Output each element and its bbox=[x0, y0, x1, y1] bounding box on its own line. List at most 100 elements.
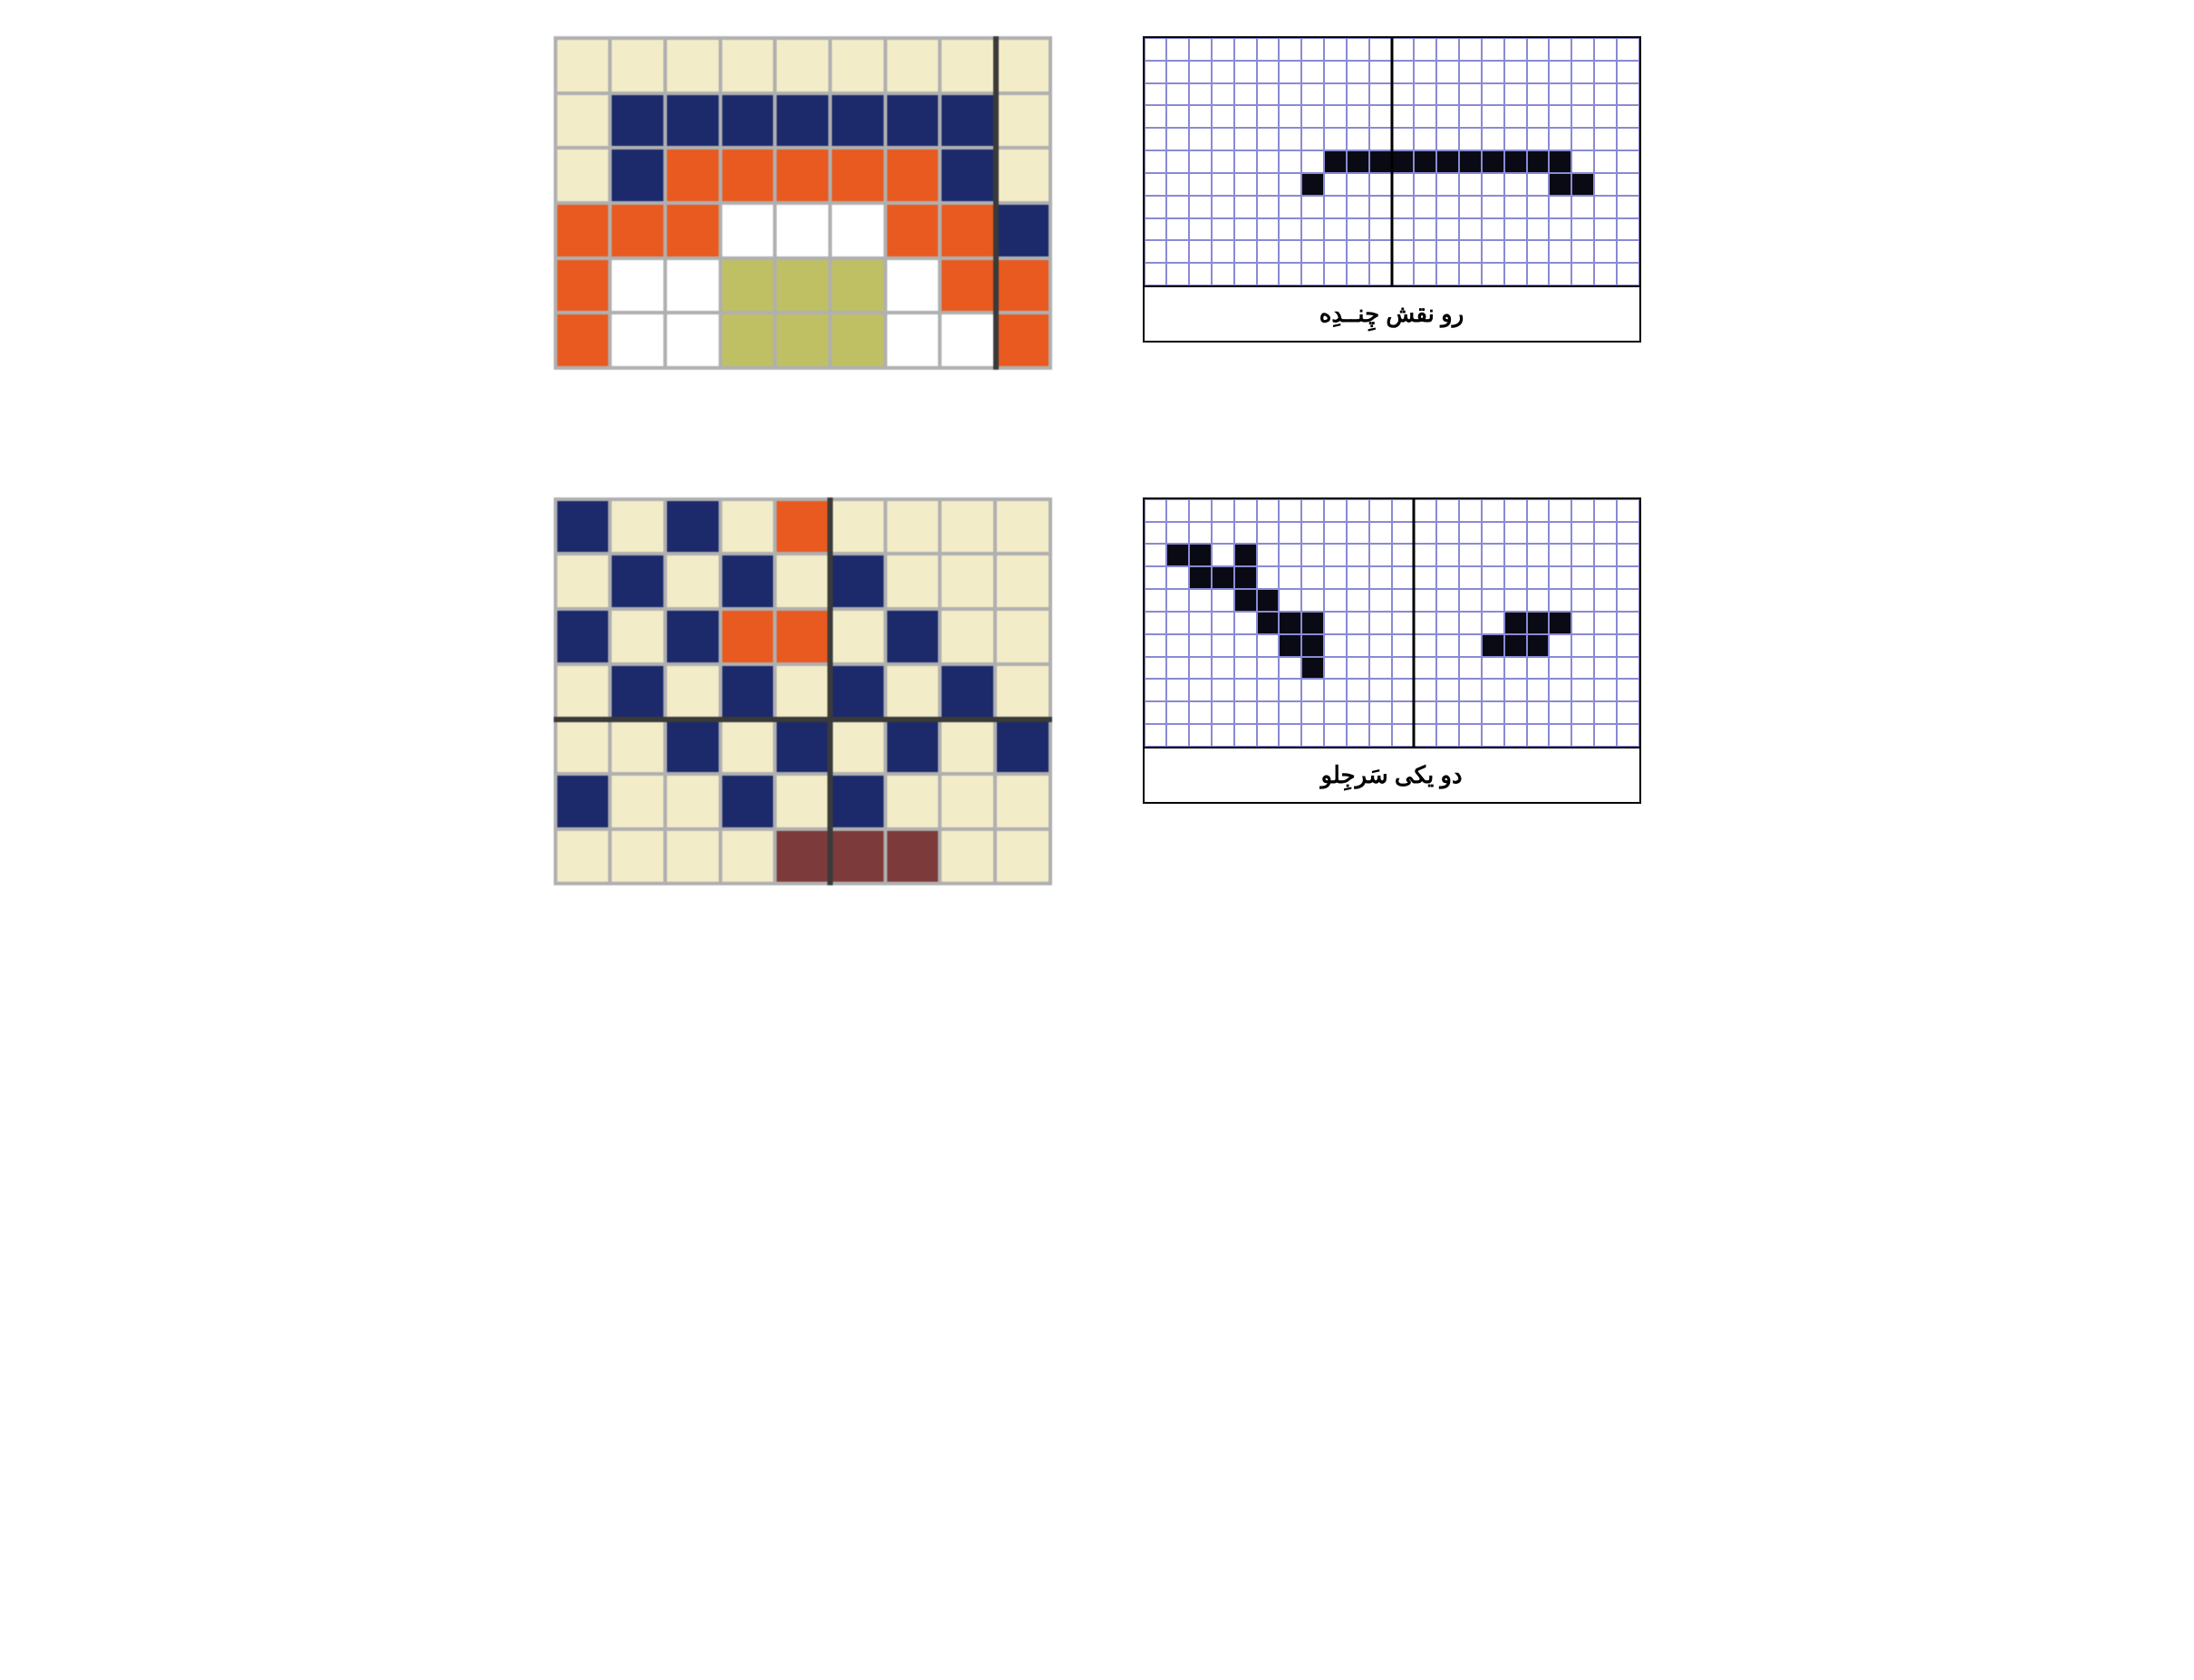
bw-cell bbox=[1459, 679, 1482, 701]
bw-cell bbox=[1166, 544, 1189, 566]
bw-cell bbox=[1301, 240, 1324, 263]
pixel-cell bbox=[942, 95, 993, 147]
bw-cell bbox=[1324, 150, 1347, 173]
bw-cell bbox=[1189, 150, 1212, 173]
pixel-cell bbox=[612, 720, 663, 772]
pixel-cell bbox=[997, 314, 1049, 366]
bw-cell bbox=[1301, 61, 1324, 83]
bw-cell bbox=[1527, 544, 1550, 566]
bw-cell bbox=[1301, 657, 1324, 680]
pixel-cell bbox=[887, 205, 939, 256]
pixel-cell bbox=[887, 314, 939, 366]
pixel-cell bbox=[667, 150, 719, 201]
bw-cell bbox=[1257, 196, 1280, 218]
pixel-cell bbox=[557, 555, 609, 607]
bw-cell bbox=[1549, 240, 1571, 263]
bw-cell bbox=[1369, 566, 1392, 589]
bw-cell bbox=[1549, 83, 1571, 106]
bw-cell bbox=[1414, 499, 1436, 522]
bw-cell bbox=[1617, 196, 1639, 218]
bw-cell bbox=[1166, 657, 1189, 680]
bw-cell bbox=[1189, 38, 1212, 61]
pixel-cell bbox=[777, 501, 828, 553]
bw-cell bbox=[1212, 589, 1234, 612]
bw-cell bbox=[1166, 128, 1189, 150]
bw-cell bbox=[1189, 657, 1212, 680]
bw-cell bbox=[1212, 634, 1234, 657]
bw-cell bbox=[1257, 173, 1280, 196]
pixel-cell bbox=[667, 776, 719, 827]
grid-vline-icon bbox=[827, 497, 833, 886]
bw-cell bbox=[1459, 634, 1482, 657]
bw-cell bbox=[1504, 724, 1527, 747]
bw-cell bbox=[1594, 499, 1617, 522]
pixel-cell bbox=[832, 205, 884, 256]
bw-cell bbox=[1189, 128, 1212, 150]
bw-cell bbox=[1504, 263, 1527, 285]
bw-cell bbox=[1617, 128, 1639, 150]
bw-cell bbox=[1617, 701, 1639, 724]
bw-cell bbox=[1459, 657, 1482, 680]
bw-cell bbox=[1571, 522, 1594, 545]
bw-cell bbox=[1234, 724, 1257, 747]
bw-cell bbox=[1369, 240, 1392, 263]
bw-cell bbox=[1145, 522, 1167, 545]
pixel-cell bbox=[832, 611, 884, 662]
bw-cell bbox=[1301, 701, 1324, 724]
bw-cell bbox=[1504, 657, 1527, 680]
bw-cell bbox=[1392, 38, 1415, 61]
pixel-cell bbox=[832, 666, 884, 718]
bw-cell bbox=[1549, 589, 1571, 612]
bw-cell bbox=[1212, 105, 1234, 128]
bw-cell bbox=[1436, 38, 1459, 61]
bw-cell bbox=[1257, 263, 1280, 285]
bw-cell bbox=[1301, 499, 1324, 522]
bw-cell bbox=[1369, 724, 1392, 747]
bw-cell bbox=[1504, 701, 1527, 724]
bw-cell bbox=[1324, 701, 1347, 724]
bw-cell bbox=[1279, 105, 1301, 128]
bw-cell bbox=[1301, 196, 1324, 218]
bw-cell bbox=[1145, 679, 1167, 701]
bw-cell bbox=[1301, 544, 1324, 566]
bw-cell bbox=[1414, 657, 1436, 680]
pixel-cell bbox=[722, 260, 774, 312]
bw-cell bbox=[1369, 173, 1392, 196]
pixel-cell bbox=[887, 95, 939, 147]
bw-cell bbox=[1301, 724, 1324, 747]
pixel-cell bbox=[777, 260, 828, 312]
bw-cell bbox=[1436, 612, 1459, 634]
bw-cell bbox=[1594, 701, 1617, 724]
bw-cell bbox=[1436, 61, 1459, 83]
bw-cell bbox=[1234, 240, 1257, 263]
center-vline-icon bbox=[1413, 499, 1416, 747]
bw-cell bbox=[1459, 240, 1482, 263]
pixel-cell bbox=[777, 555, 828, 607]
bw-cell bbox=[1212, 522, 1234, 545]
bw-cell bbox=[1324, 544, 1347, 566]
pixel-cell bbox=[777, 40, 828, 92]
bw-cell bbox=[1504, 173, 1527, 196]
bw-cell bbox=[1145, 724, 1167, 747]
bw-cell bbox=[1279, 499, 1301, 522]
pixel-cell bbox=[942, 314, 993, 366]
bw-cell bbox=[1279, 173, 1301, 196]
bw-cell bbox=[1617, 612, 1639, 634]
bw-grid-bottom-right bbox=[1145, 499, 1639, 747]
pixel-cell bbox=[887, 555, 939, 607]
bw-cell bbox=[1459, 173, 1482, 196]
bw-cell bbox=[1459, 61, 1482, 83]
pixel-cell bbox=[832, 260, 884, 312]
bw-cell bbox=[1324, 218, 1347, 241]
bw-cell bbox=[1617, 679, 1639, 701]
pixel-cell bbox=[722, 501, 774, 553]
bw-cell bbox=[1212, 38, 1234, 61]
pixel-cell bbox=[777, 831, 828, 883]
bw-cell bbox=[1369, 83, 1392, 106]
bw-cell bbox=[1482, 544, 1504, 566]
bw-cell bbox=[1369, 105, 1392, 128]
bw-cell bbox=[1324, 566, 1347, 589]
bw-cell bbox=[1504, 105, 1527, 128]
bw-cell bbox=[1436, 128, 1459, 150]
bw-cell bbox=[1594, 657, 1617, 680]
